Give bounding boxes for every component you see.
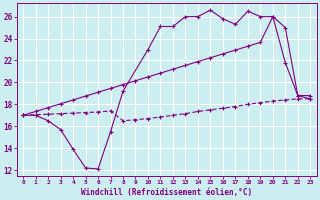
X-axis label: Windchill (Refroidissement éolien,°C): Windchill (Refroidissement éolien,°C) <box>81 188 252 197</box>
